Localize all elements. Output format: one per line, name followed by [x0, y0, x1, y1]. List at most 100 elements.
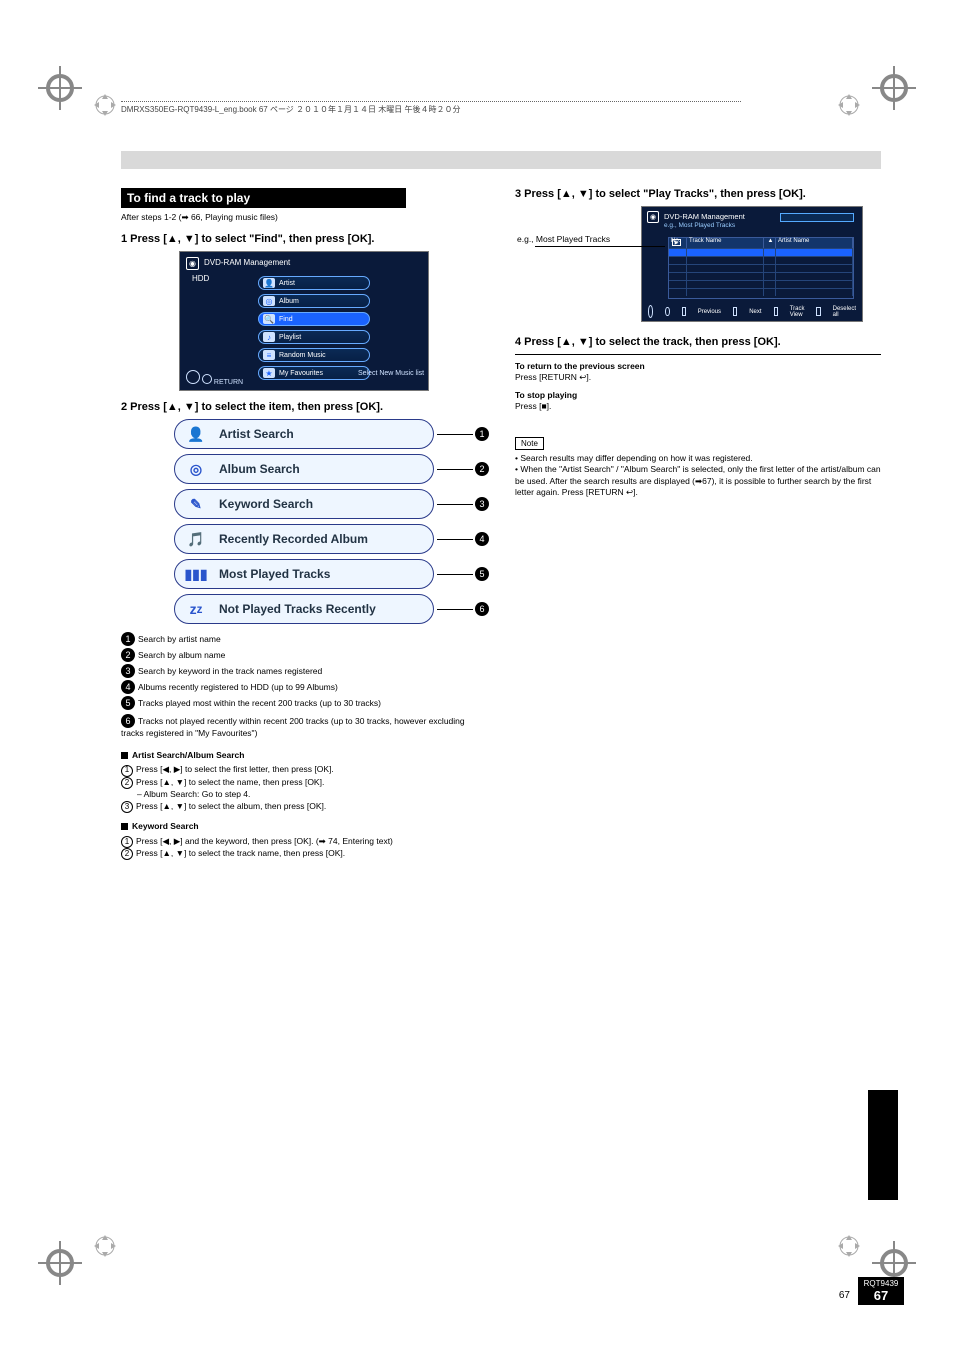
- menu-label: Artist: [279, 280, 295, 287]
- circle-icon: [202, 374, 212, 384]
- circled-1-icon: 1: [121, 765, 133, 777]
- menu-item-artist[interactable]: 👤Artist: [258, 276, 370, 290]
- desc-text: Search by keyword in the track names reg…: [138, 666, 322, 676]
- step-3: 3 Press [▲, ▼] to select "Play Tracks", …: [515, 188, 881, 200]
- step-4-text: 4 Press [▲, ▼] to select the track, then…: [515, 336, 781, 348]
- table-row[interactable]: [669, 256, 853, 264]
- callout-1: 1: [475, 427, 492, 441]
- ui-screenshot-menu: ◉ DVD-RAM Management HDD 👤Artist ◎Album …: [179, 251, 429, 391]
- color-button-icon: [774, 307, 778, 316]
- header-filename: DMRXS350EG-RQT9439-L_eng.book 67 ページ ２０１…: [121, 101, 741, 115]
- callout-5: 5: [475, 567, 492, 581]
- col-artist: Artist Name: [776, 238, 853, 248]
- ui-screenshot-tracklist: ◉ DVD-RAM Management e.g., Most Played T…: [641, 206, 863, 322]
- table-row[interactable]: [669, 264, 853, 272]
- sub-step: Press [◀, ▶] to select the first letter,…: [136, 764, 334, 774]
- table-row[interactable]: [669, 272, 853, 280]
- option-most-played[interactable]: ▮▮▮Most Played Tracks: [174, 559, 434, 589]
- page-code-box: RQT9439 67: [858, 1277, 904, 1305]
- note-text: When the "Artist Search" / "Album Search…: [515, 464, 881, 497]
- leader-line: [437, 434, 473, 435]
- callout-3: 3: [475, 497, 492, 511]
- circled-3-icon: 3: [121, 801, 133, 813]
- menu-label: Random Music: [279, 352, 326, 359]
- section-title: To find a track to play: [121, 188, 406, 208]
- note-block: Note • Search results may differ dependi…: [515, 427, 881, 499]
- globe-icon: [648, 305, 653, 318]
- num-1-icon: 1: [121, 632, 135, 646]
- menu-item-random[interactable]: ≡Random Music: [258, 348, 370, 362]
- option-keyword-search[interactable]: ✎Keyword Search: [174, 489, 434, 519]
- return-title: To return to the previous screen: [515, 361, 645, 371]
- col-arrow: ▲: [764, 238, 776, 248]
- side-tab-music: [868, 1090, 898, 1200]
- option-artist-search[interactable]: 👤Artist Search: [174, 419, 434, 449]
- leader-line: [437, 469, 473, 470]
- square-bullet-icon: [121, 823, 128, 830]
- screen-title: DVD-RAM Management: [204, 258, 290, 267]
- leader-line: [437, 574, 473, 575]
- sub-step: Press [◀, ▶] and the keyword, then press…: [136, 836, 393, 846]
- note-icon: ♪: [263, 332, 275, 342]
- drive-label: HDD: [192, 274, 209, 283]
- sub-title: Keyword Search: [132, 821, 199, 831]
- callout-6: 6: [475, 602, 492, 616]
- pencil-icon: ✎: [183, 493, 209, 515]
- step-1: 1 Press [▲, ▼] to select "Find", then pr…: [121, 233, 487, 245]
- callout-4: 4: [475, 532, 492, 546]
- sub-step-note: – Album Search: Go to step 4.: [137, 789, 487, 800]
- sub-step: Press [▲, ▼] to select the album, then p…: [136, 801, 326, 811]
- menu-item-album[interactable]: ◎Album: [258, 294, 370, 308]
- num-3-icon: 3: [121, 664, 135, 678]
- sub-step: Press [▲, ▼] to select the track name, t…: [136, 848, 345, 858]
- option-label: Most Played Tracks: [219, 567, 330, 581]
- menu-item-playlist[interactable]: ♪ Playlist: [258, 330, 370, 344]
- option-album-search[interactable]: ◎Album Search: [174, 454, 434, 484]
- option-descriptions: 1Search by artist name 2Search by album …: [121, 632, 487, 739]
- content-area: To find a track to play After steps 1-2 …: [121, 188, 881, 860]
- foot-label: Track View: [790, 306, 805, 318]
- leader-line: [437, 504, 473, 505]
- sub-section-a: Artist Search/Album Search 1Press [◀, ▶]…: [121, 750, 487, 813]
- note-label: Note: [515, 437, 544, 450]
- stop-body: Press [■].: [515, 401, 551, 411]
- note-icon: 🎵: [183, 528, 209, 550]
- menu-label: Playlist: [279, 334, 301, 341]
- menu-label: Find: [279, 316, 293, 323]
- page-number: 67: [839, 1290, 850, 1301]
- table-row[interactable]: [669, 288, 853, 296]
- menu-item-find[interactable]: 🔍 Find: [258, 312, 370, 326]
- color-button-icon: [733, 307, 737, 316]
- option-not-played[interactable]: zzNot Played Tracks Recently: [174, 594, 434, 624]
- callout-2: 2: [475, 462, 492, 476]
- circled-1-icon: 1: [121, 836, 133, 848]
- print-registration-mark: [872, 66, 916, 110]
- footer-label: RETURN: [214, 379, 243, 386]
- leader-line: [535, 246, 665, 247]
- step-1-text: 1 Press [▲, ▼] to select "Find", then pr…: [121, 233, 374, 245]
- desc-text: Search by album name: [138, 650, 225, 660]
- left-column: To find a track to play After steps 1-2 …: [121, 188, 487, 860]
- num-5-icon: 5: [121, 696, 135, 710]
- search-icon: 🔍: [263, 314, 275, 324]
- num-2-icon: 2: [121, 648, 135, 662]
- leader-label: e.g., Most Played Tracks: [517, 234, 627, 245]
- circled-2-icon: 2: [121, 777, 133, 789]
- cross-arrow-icon: [92, 92, 118, 118]
- table-row[interactable]: [669, 280, 853, 288]
- sub-title: Artist Search/Album Search: [132, 750, 244, 760]
- option-recent-album[interactable]: 🎵 Recently Recorded Album: [174, 524, 434, 554]
- rq-page: 67: [874, 1288, 888, 1303]
- option-label: Recently Recorded Album: [219, 532, 368, 546]
- num-4-icon: 4: [121, 680, 135, 694]
- table-row[interactable]: [669, 248, 853, 256]
- step-2-text: 2 Press [▲, ▼] to select the item, then …: [121, 401, 383, 413]
- find-options-list: 👤Artist Search ◎Album Search ✎Keyword Se…: [174, 419, 434, 624]
- screen-title: DVD-RAM Management: [664, 212, 745, 221]
- screen-footer: RETURN Select New Music list: [186, 370, 424, 386]
- track-table: No. Track Name ▲ Artist Name: [668, 237, 854, 299]
- step-3-text: 3 Press [▲, ▼] to select "Play Tracks", …: [515, 188, 806, 200]
- option-label: Album Search: [219, 462, 300, 476]
- print-registration-mark: [38, 1241, 82, 1285]
- option-label: Not Played Tracks Recently: [219, 602, 376, 616]
